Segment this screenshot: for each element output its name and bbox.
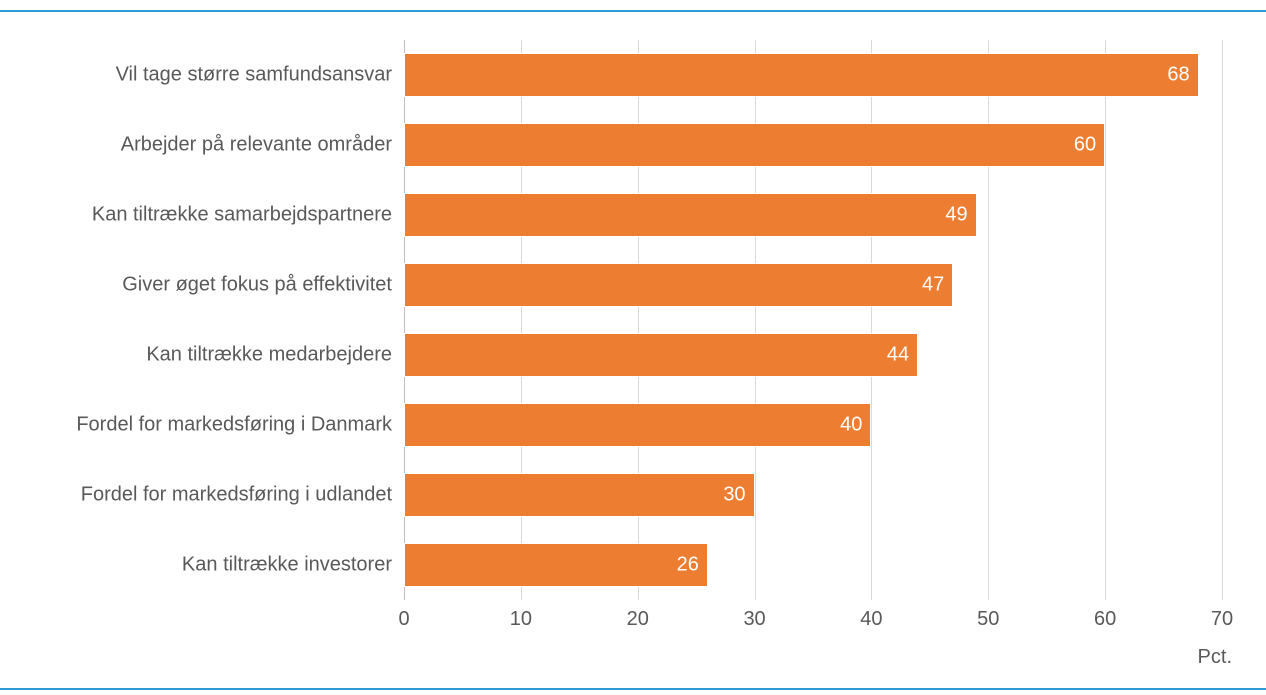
top-rule: [0, 10, 1266, 12]
bar-value: 49: [945, 204, 967, 227]
bar-value: 26: [677, 554, 699, 577]
x-axis-title: Pct.: [1198, 646, 1232, 669]
category-label: Fordel for markedsføring i Danmark: [76, 414, 392, 437]
category-label: Kan tiltrække medarbejdere: [146, 344, 392, 367]
plot-area: 68 60 49 47 44 40 30 26: [404, 40, 1222, 600]
bar: 60: [404, 123, 1105, 167]
x-tick-label: 60: [1094, 608, 1116, 631]
x-tick-label: 30: [743, 608, 765, 631]
bar-row: 44: [404, 333, 1222, 377]
category-label: Vil tage større samfundsansvar: [116, 64, 392, 87]
bar-row: 47: [404, 263, 1222, 307]
bar-value: 30: [723, 484, 745, 507]
bar-row: 60: [404, 123, 1222, 167]
bar: 49: [404, 193, 977, 237]
category-label: Arbejder på relevante områder: [121, 134, 392, 157]
bar: 30: [404, 473, 755, 517]
category-label: Kan tiltrække investorer: [182, 554, 392, 577]
bar-value: 47: [922, 274, 944, 297]
bar: 68: [404, 53, 1199, 97]
bottom-rule: [0, 688, 1266, 690]
grid-line: [1222, 40, 1223, 600]
bar-row: 30: [404, 473, 1222, 517]
bar-value: 44: [887, 344, 909, 367]
x-tick-label: 20: [627, 608, 649, 631]
bar-value: 40: [840, 414, 862, 437]
bar-row: 26: [404, 543, 1222, 587]
bar-value: 60: [1074, 134, 1096, 157]
bar: 47: [404, 263, 953, 307]
bar-value: 68: [1167, 64, 1189, 87]
bar: 26: [404, 543, 708, 587]
bar-row: 68: [404, 53, 1222, 97]
x-tick-label: 70: [1211, 608, 1233, 631]
x-tick-label: 50: [977, 608, 999, 631]
bar: 44: [404, 333, 918, 377]
bar-row: 40: [404, 403, 1222, 447]
category-label: Giver øget fokus på effektivitet: [122, 274, 392, 297]
x-tick-label: 40: [860, 608, 882, 631]
hbar-chart: 68 60 49 47 44 40 30 26 Pct. Vil tage større sa…: [0, 0, 1266, 695]
bar-row: 49: [404, 193, 1222, 237]
bar: 40: [404, 403, 871, 447]
x-tick-label: 0: [398, 608, 409, 631]
category-label: Fordel for markedsføring i udlandet: [81, 484, 392, 507]
x-tick-label: 10: [510, 608, 532, 631]
category-label: Kan tiltrække samarbejdspartnere: [92, 204, 392, 227]
